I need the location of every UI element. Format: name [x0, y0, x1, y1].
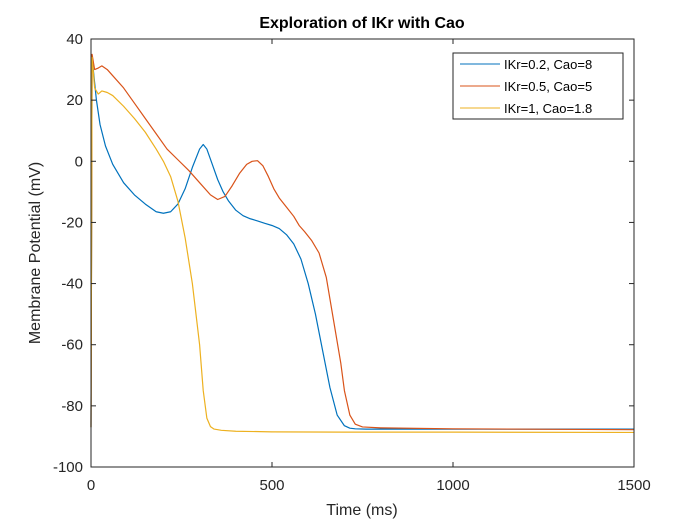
- ticks-layer: 0 500 1000 1500 -100 -80 -60 -40 -20 0 20 40: [53, 31, 651, 494]
- x-tick-label: 0: [87, 477, 95, 494]
- y-tick-label: 0: [75, 153, 83, 170]
- x-tick-label: 1500: [617, 477, 650, 494]
- series-line-2: [90, 53, 635, 431]
- chart-title: Exploration of IKr with Cao: [259, 15, 465, 32]
- y-tick-label: -100: [53, 459, 83, 476]
- x-tick-label: 1000: [436, 477, 469, 494]
- y-tick-label: -40: [61, 276, 83, 293]
- x-tick-label: 500: [259, 477, 284, 494]
- legend-label-2: IKr=0.5, Cao=5: [504, 79, 592, 94]
- y-tick-label: 20: [66, 92, 83, 109]
- legend-label-1: IKr=0.2, Cao=8: [504, 57, 592, 72]
- series-line-3: [90, 56, 635, 434]
- series-line-1: [90, 56, 634, 430]
- y-tick-label: 40: [66, 31, 83, 48]
- y-tick-label: -60: [61, 337, 83, 354]
- y-tick-label: -80: [61, 398, 83, 415]
- legend-label-3: IKr=1, Cao=1.8: [504, 101, 592, 116]
- y-tick-label: -20: [61, 214, 83, 231]
- y-axis-label: Membrane Potential (mV): [27, 162, 44, 344]
- lines-layer: [90, 53, 635, 434]
- x-axis-label: Time (ms): [326, 502, 397, 519]
- legend: IKr=0.2, Cao=8 IKr=0.5, Cao=5 IKr=1, Cao…: [452, 52, 624, 120]
- plot-box: [90, 38, 635, 468]
